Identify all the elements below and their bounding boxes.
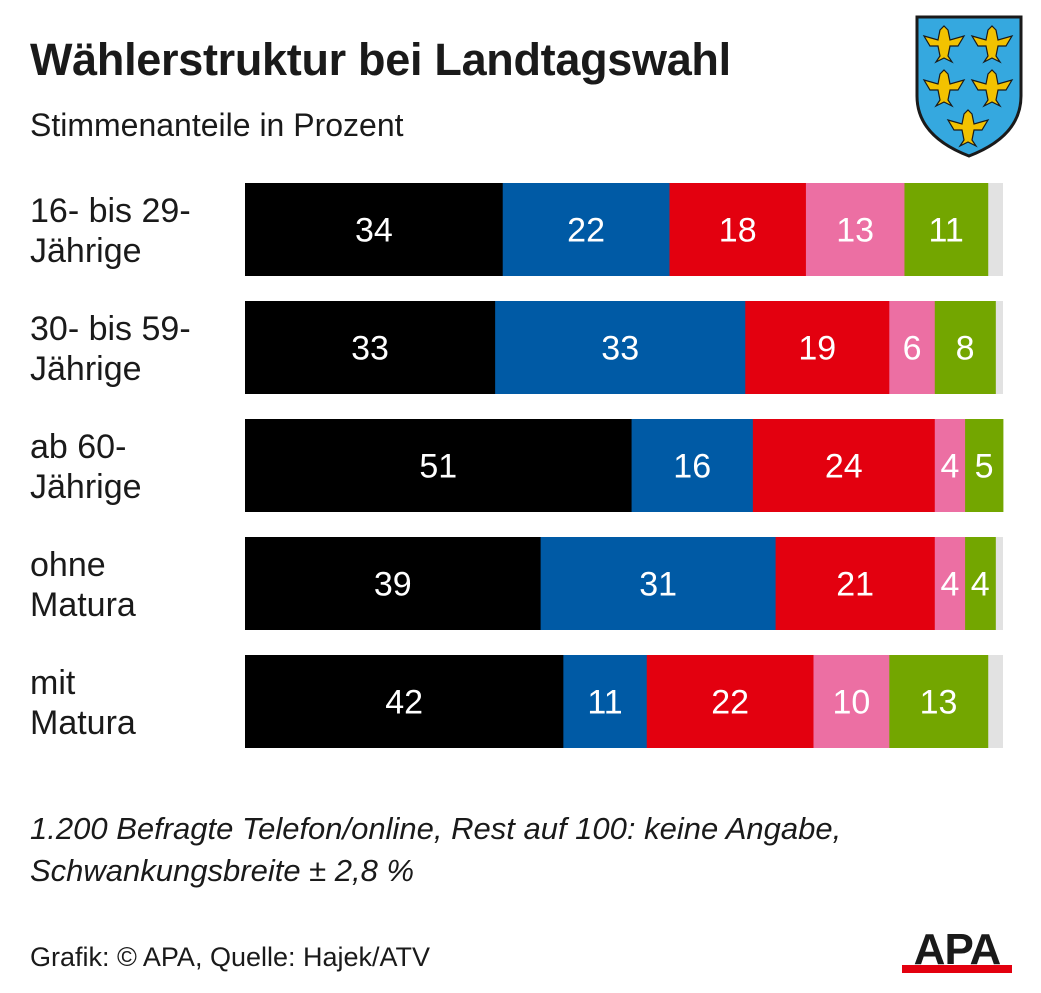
data-label: 33 xyxy=(601,330,639,368)
bar-segment xyxy=(775,537,936,630)
bar-segment xyxy=(904,183,989,276)
chart-subtitle: Stimmenanteile in Prozent xyxy=(30,107,404,143)
row-label-line: ohne xyxy=(30,546,106,584)
bar-segment xyxy=(540,537,776,630)
bar-segment xyxy=(245,419,632,512)
data-label: 22 xyxy=(567,212,605,250)
data-label: 13 xyxy=(836,212,874,250)
bar-segment xyxy=(669,183,807,276)
data-label: 39 xyxy=(374,566,412,604)
bar-segment xyxy=(889,301,936,394)
row-label: 16- bis 29- Jährige xyxy=(30,191,235,271)
data-label: 13 xyxy=(920,684,958,722)
data-label: 33 xyxy=(351,330,389,368)
bar-segment xyxy=(965,419,1004,512)
bar-segment xyxy=(245,183,504,276)
data-label: 34 xyxy=(355,212,393,250)
data-label: 24 xyxy=(825,448,863,486)
row-label: mit Matura xyxy=(30,663,235,743)
row-label-line: Jährige xyxy=(30,468,142,506)
source-credit: Grafik: © APA, Quelle: Hajek/ATV xyxy=(30,942,431,972)
bar-segment xyxy=(495,301,746,394)
data-label: 8 xyxy=(956,330,975,368)
row-label: 30- bis 59- Jährige xyxy=(30,309,235,389)
row-label: ab 60- Jährige xyxy=(30,427,235,507)
data-label: 4 xyxy=(971,566,990,604)
row-label-line: ab 60- xyxy=(30,428,127,466)
footnote: 1.200 Befragte Telefon/online, Rest auf … xyxy=(30,808,841,892)
bar-segment xyxy=(245,655,564,748)
data-label: 10 xyxy=(832,684,870,722)
row-label-line: Jährige xyxy=(30,232,142,270)
row-label-line: Matura xyxy=(30,586,136,624)
bar-segment xyxy=(934,419,966,512)
row-label-line: Matura xyxy=(30,704,136,742)
bar-segment xyxy=(752,419,936,512)
data-label: 51 xyxy=(419,448,457,486)
data-label: 5 xyxy=(975,448,994,486)
coat-of-arms-icon xyxy=(915,15,1023,158)
data-label: 11 xyxy=(587,684,622,722)
footnote-line-2: Schwankungsbreite ± 2,8 % xyxy=(30,853,415,888)
data-label: 19 xyxy=(798,330,836,368)
data-label: 4 xyxy=(940,566,959,604)
row-label-line: Jährige xyxy=(30,350,142,388)
row-label: ohne Matura xyxy=(30,545,235,625)
data-label: 21 xyxy=(836,566,874,604)
data-label: 42 xyxy=(385,684,423,722)
row-label-line: mit xyxy=(30,664,76,702)
data-label: 6 xyxy=(903,330,922,368)
bar-segment xyxy=(563,655,648,748)
data-label: 11 xyxy=(929,212,964,250)
footnote-line-1: 1.200 Befragte Telefon/online, Rest auf … xyxy=(30,811,842,846)
bar-segment xyxy=(245,301,496,394)
bar-segment xyxy=(745,301,890,394)
bar-segment xyxy=(813,655,890,748)
bar-segment xyxy=(805,183,905,276)
apa-logo: APA xyxy=(902,928,1012,974)
bar-segment xyxy=(502,183,670,276)
data-label: 31 xyxy=(639,566,677,604)
row-label-line: 16- bis 29- xyxy=(30,192,191,230)
bar-segment xyxy=(934,301,996,394)
bar-segment xyxy=(631,419,754,512)
data-label: 18 xyxy=(719,212,757,250)
apa-logo-bar xyxy=(902,965,1012,973)
bar-segment xyxy=(934,537,966,630)
data-label: 16 xyxy=(673,448,711,486)
bar-segment xyxy=(245,537,542,630)
chart-title: Wählerstruktur bei Landtagswahl xyxy=(30,34,731,85)
data-label: 22 xyxy=(711,684,749,722)
data-label: 4 xyxy=(940,448,959,486)
bar-segment xyxy=(965,537,996,630)
row-label-line: 30- bis 59- xyxy=(30,310,191,348)
bar-segment xyxy=(646,655,814,748)
bar-segment xyxy=(889,655,989,748)
